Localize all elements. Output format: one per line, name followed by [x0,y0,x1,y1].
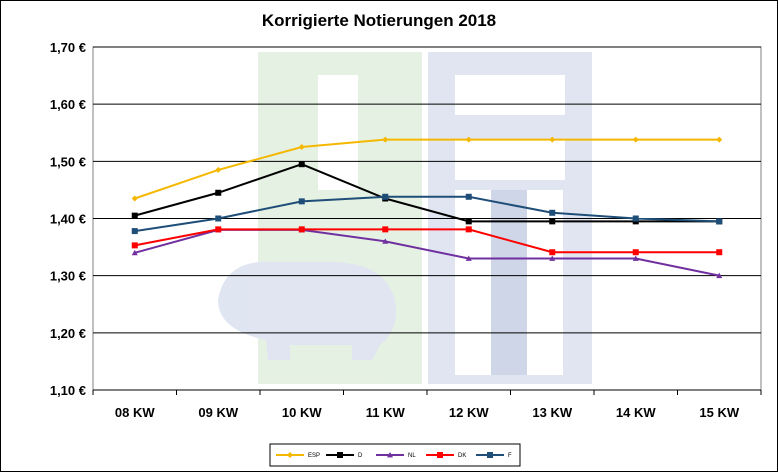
legend-item-dk: DK [426,452,466,459]
y-tick-label: 1,50 € [50,154,86,169]
x-tick-label: 11 KW [366,405,406,420]
legend-marker-d [337,452,343,458]
y-tick-label: 1,60 € [50,97,86,112]
legend-label-nl: NL [408,453,416,459]
data-point-esp [465,136,472,143]
data-point-d [465,218,472,225]
data-point-dk [215,226,222,233]
series-f [131,193,723,235]
legend-item-d: D [326,452,363,459]
data-point-dk [382,226,389,233]
series-esp [131,136,723,202]
data-point-nl [632,255,639,261]
legend-item-f: F [476,452,512,459]
chart-grid [92,46,762,395]
data-point-f [215,215,222,222]
legend-item-nl: NL [376,452,416,459]
x-tick-label: 10 KW [282,405,322,420]
x-axis: 08 KW 09 KW 10 KW 11 KW 12 KW 13 KW 14 KW 15 KW [115,405,740,420]
legend-marker-nl [387,452,393,458]
legend: ESP D NL DK F [269,443,521,467]
data-point-esp [382,136,389,143]
data-point-dk [131,242,138,249]
data-point-dk [716,249,723,256]
series-line-dk [134,228,720,254]
series-line-esp [134,138,720,200]
data-point-nl [716,272,723,279]
data-point-d [131,212,138,219]
y-tick-label: 1,20 € [50,326,86,341]
data-point-dk [549,249,556,256]
legend-label-esp: ESP [308,453,320,459]
series-line-d [134,163,720,223]
data-point-f [465,193,472,200]
x-tick-label: 08 KW [115,405,155,420]
data-point-esp [632,136,639,143]
data-point-esp [215,166,222,173]
legend-label-f: F [508,453,512,459]
data-point-esp [131,195,138,202]
y-tick-label: 1,70 € [50,40,86,55]
data-point-esp [298,144,305,151]
data-point-nl [131,249,138,256]
legend-label-dk: DK [458,453,466,459]
data-point-d [549,218,556,225]
legend-label-d: D [358,453,363,459]
y-tick-label: 1,10 € [50,383,86,398]
x-tick-label: 12 KW [449,405,489,420]
chart-series [131,136,723,279]
x-tick-label: 09 KW [198,405,238,420]
data-point-dk [632,249,639,256]
series-dk [131,226,723,256]
x-tick-label: 13 KW [532,405,572,420]
legend-marker-f [487,452,493,458]
x-tick-label: 14 KW [616,405,656,420]
data-point-f [131,228,138,235]
y-tick-label: 1,30 € [50,269,86,284]
x-tick-label: 15 KW [699,405,739,420]
y-axis: 1,10 € 1,20 € 1,30 € 1,40 € 1,50 € 1,60 € 1,70… [50,40,86,398]
data-point-d [215,189,222,196]
data-point-nl [549,255,556,261]
data-point-f [632,215,639,222]
data-point-dk [465,226,472,233]
legend-marker-esp [287,452,293,458]
data-point-f [549,209,556,216]
legend-marker-dk [437,452,443,458]
data-point-f [716,218,723,225]
chart-title: Korrigierte Notierungen 2018 [262,11,496,30]
data-point-nl [382,238,389,244]
data-point-d [298,161,305,168]
data-point-f [382,193,389,200]
data-point-f [298,198,305,205]
data-point-nl [465,255,472,261]
data-point-esp [716,136,723,143]
data-point-dk [298,226,305,233]
series-line-f [134,195,720,233]
legend-item-esp: ESP [276,452,320,459]
y-tick-label: 1,40 € [50,212,86,227]
data-point-esp [549,136,556,143]
